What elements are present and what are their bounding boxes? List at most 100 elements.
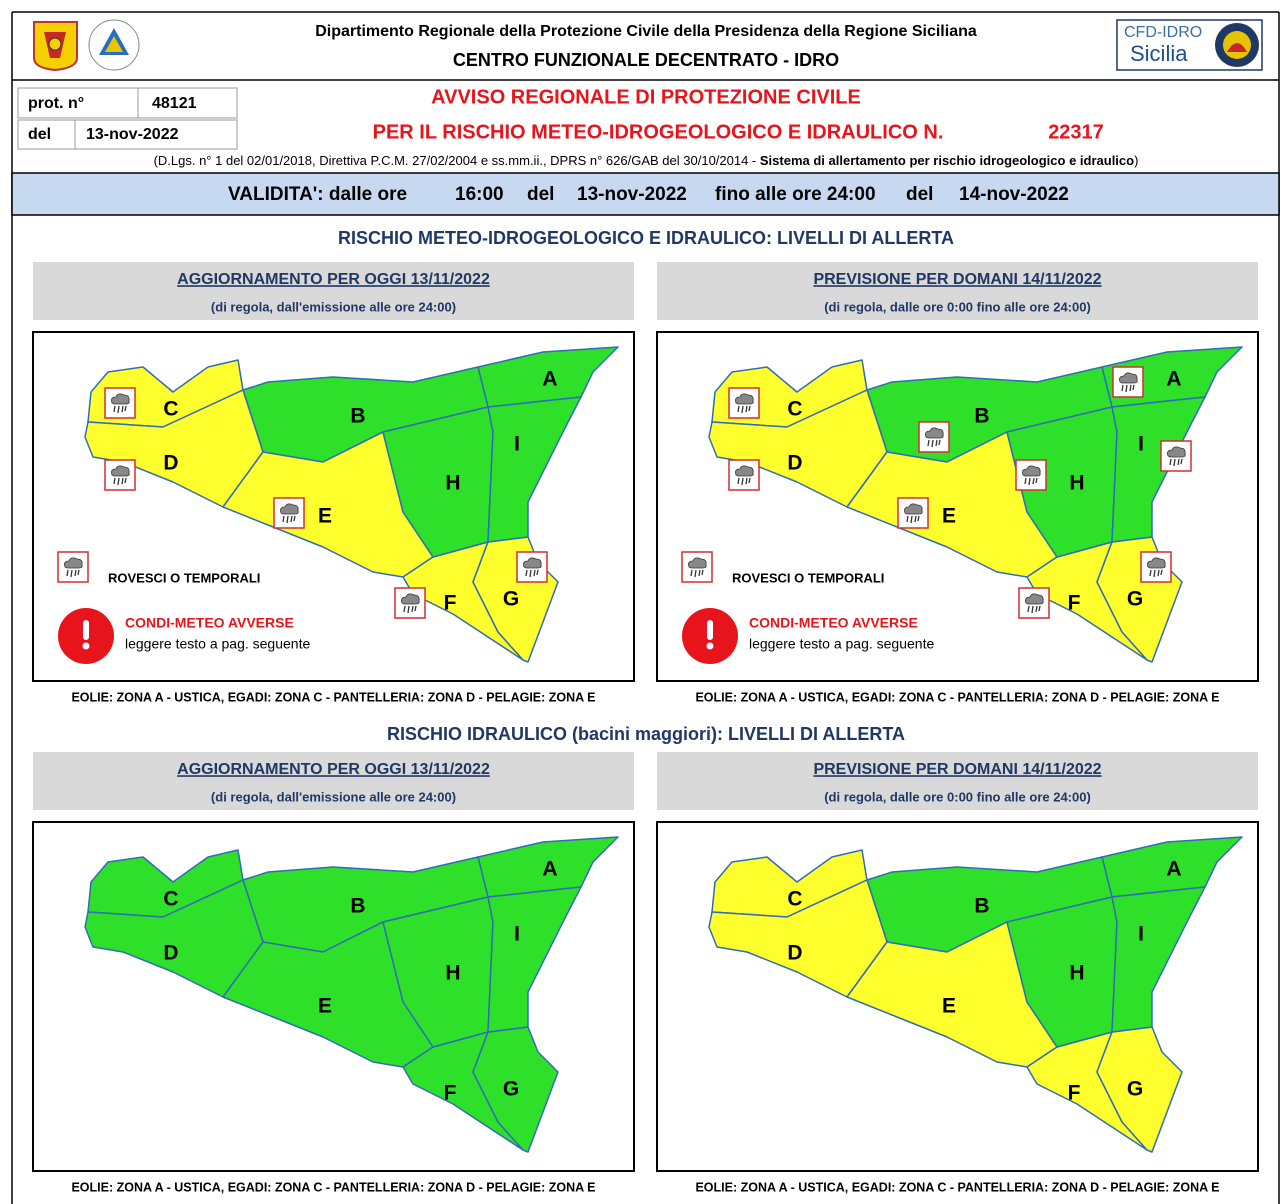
- zone-label: C: [163, 888, 178, 911]
- panel-heading: AGGIORNAMENTO PER OGGI 13/11/2022: [177, 761, 490, 778]
- region-emblem: [33, 21, 78, 72]
- icon-cloud: [688, 557, 707, 569]
- storm-icon: [1018, 587, 1050, 619]
- title: AVVISO REGIONALE DI PROTEZIONE CIVILE: [431, 86, 861, 108]
- zone-label: D: [787, 942, 802, 965]
- icon-rain: [737, 477, 751, 486]
- storm-icon: [104, 387, 136, 419]
- validity-text: 14-nov-2022: [959, 184, 1069, 205]
- storm-icon: [897, 497, 929, 529]
- validity-text: VALIDITA': dalle ore: [228, 184, 407, 205]
- zone: [1111, 886, 1206, 1033]
- map: A B C D E F G H I: [708, 836, 1243, 1153]
- zone-label: D: [163, 942, 178, 965]
- zone-label: E: [942, 505, 956, 528]
- map: A B C D E F G H I ROVESCI O TEMPORALI CONDI-METEO …: [57, 346, 619, 664]
- storm-icon: [516, 551, 548, 583]
- zone-label: H: [1069, 962, 1084, 985]
- zone: [708, 389, 888, 508]
- cfd-logo: [1116, 19, 1263, 71]
- icon-rain: [113, 405, 127, 414]
- panel-footer: EOLIE: ZONA A - USTICA, EGADI: ZONA C - …: [695, 690, 1219, 704]
- panel-subheading: (di regola, dall'emissione alle ore 24:0…: [211, 299, 456, 314]
- civil-protection-logo: [88, 19, 140, 71]
- zone: [1096, 1026, 1183, 1153]
- protocol-date: 13-nov-2022: [86, 126, 179, 143]
- legal-reference: (D.Lgs. n° 1 del 02/01/2018, Direttiva P…: [154, 153, 1139, 168]
- zone-label: E: [318, 995, 332, 1018]
- alert-dot: [82, 642, 90, 650]
- legend-note: leggere testo a pag. seguente: [749, 636, 934, 652]
- icon-rain: [1027, 605, 1041, 614]
- zone-label: H: [445, 472, 460, 495]
- storm-icon: [728, 387, 760, 419]
- zone-label: B: [350, 895, 365, 918]
- icon-rain: [525, 569, 539, 578]
- icon-frame: [516, 551, 548, 583]
- zone-label: A: [1166, 368, 1181, 391]
- icon-rain: [690, 569, 704, 578]
- title: PER IL RISCHIO METEO-IDROGEOLOGICO E IDR…: [373, 121, 944, 143]
- icon-frame: [104, 459, 136, 491]
- zone-label: D: [787, 452, 802, 475]
- zone-label: B: [350, 405, 365, 428]
- legend-note: leggere testo a pag. seguente: [125, 636, 310, 652]
- storm-icon: [918, 421, 950, 453]
- icon-cloud: [1119, 372, 1138, 384]
- icon-cloud: [1022, 465, 1041, 477]
- validity-text: 16:00: [455, 184, 504, 205]
- zone-label: G: [1127, 588, 1143, 611]
- protocol-number: 48121: [152, 95, 197, 112]
- storm-icon: [728, 459, 760, 491]
- alert-dot: [706, 642, 714, 650]
- zone: [84, 389, 264, 508]
- icon-cloud: [64, 557, 83, 569]
- zone-label: I: [1138, 433, 1144, 456]
- protocol-box: [17, 87, 238, 150]
- legal-bold: Sistema di allertamento per rischio idro…: [760, 153, 1134, 168]
- zone-label: C: [163, 398, 178, 421]
- validity-text: del: [527, 184, 554, 205]
- zone: [487, 396, 582, 543]
- zone-label: E: [942, 995, 956, 1018]
- zone-label: A: [542, 368, 557, 391]
- zone-label: F: [444, 592, 457, 615]
- panel-footer: EOLIE: ZONA A - USTICA, EGADI: ZONA C - …: [71, 1180, 595, 1194]
- legal-text: (D.Lgs. n° 1 del 02/01/2018, Direttiva P…: [154, 153, 760, 168]
- panel-subheading: (di regola, dalle ore 0:00 fino alle ore…: [824, 789, 1091, 804]
- date-label: del: [28, 126, 51, 143]
- validity-bar: [11, 172, 1280, 216]
- zone-label: F: [1068, 1082, 1081, 1105]
- icon-frame: [728, 387, 760, 419]
- zone-label: C: [787, 888, 802, 911]
- storm-icon: [273, 497, 305, 529]
- icon-cloud: [111, 465, 130, 477]
- icon-cloud: [111, 393, 130, 405]
- icon-rain: [1024, 477, 1038, 486]
- panel-footer: EOLIE: ZONA A - USTICA, EGADI: ZONA C - …: [695, 1180, 1219, 1194]
- panel-header: [657, 752, 1258, 810]
- panel-header: [657, 262, 1258, 320]
- zone-label: H: [445, 962, 460, 985]
- zone-label: D: [163, 452, 178, 475]
- logo-text: CFD-IDRO: [1124, 24, 1202, 41]
- section-title: RISCHIO METEO-IDROGEOLOGICO E IDRAULICO:…: [338, 228, 954, 248]
- icon-rain: [1169, 458, 1183, 467]
- storm-icon: [1160, 440, 1192, 472]
- panel-heading: AGGIORNAMENTO PER OGGI 13/11/2022: [177, 271, 490, 288]
- zone-label: F: [1068, 592, 1081, 615]
- icon-cloud: [904, 503, 923, 515]
- legal-close: ): [1134, 153, 1138, 168]
- storm-icon: [1112, 366, 1144, 398]
- centre: CENTRO FUNZIONALE DECENTRATO - IDRO: [453, 50, 839, 70]
- storm-icon: [1140, 551, 1172, 583]
- icon-rain: [906, 515, 920, 524]
- icon-cloud: [523, 557, 542, 569]
- icon-rain: [1121, 384, 1135, 393]
- zone-label: G: [503, 588, 519, 611]
- icon-rain: [113, 477, 127, 486]
- bulletin-number: 22317: [1048, 121, 1104, 143]
- zone-label: H: [1069, 472, 1084, 495]
